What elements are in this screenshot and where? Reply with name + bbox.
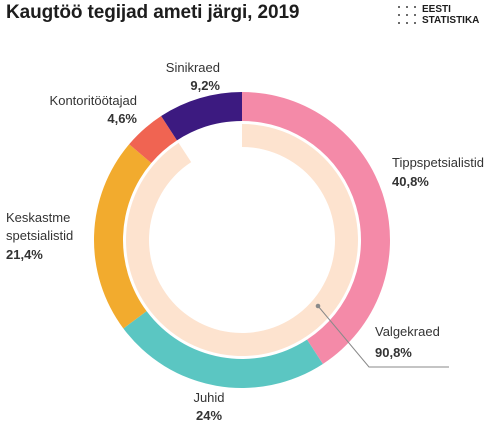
label-keskastme-line2: spetsialistid — [6, 228, 73, 243]
outer-ring — [93, 92, 391, 389]
outer-slice-kontoritootajad — [129, 116, 177, 164]
statistics-logo: EESTI STATISTIKA — [398, 4, 479, 26]
label-sinikraed: Sinikraed — [166, 60, 220, 75]
leader-line-valgekraed — [317, 305, 449, 368]
logo-line-2: STATISTIKA — [422, 15, 480, 26]
inner-slice-valgekraed — [125, 124, 358, 357]
label-keskastme-line1: Keskastme — [6, 210, 70, 225]
logo-dots-icon — [398, 6, 416, 24]
outer-slice-juhid — [123, 311, 323, 389]
label-valgekraed: Valgekraed — [375, 324, 440, 339]
leader-lines — [315, 303, 449, 368]
value-kontoritootajad: 4,6% — [107, 111, 137, 126]
label-kontoritootajad: Kontoritöötajad — [50, 93, 137, 108]
chart-title: Kaugtöö tegijad ameti järgi, 2019 — [6, 2, 300, 23]
logo-line-1: EESTI — [422, 4, 451, 15]
value-keskastme: 21,4% — [6, 247, 43, 262]
logo-text: EESTI STATISTIKA — [422, 4, 479, 26]
value-sinikraed: 9,2% — [190, 78, 220, 93]
label-juhid: Juhid — [193, 390, 224, 405]
label-tippspetsialistid: Tippspetsialistid — [392, 155, 484, 170]
outer-slice-sinikraed — [161, 92, 242, 141]
outer-slice-tippspetsialistid — [242, 92, 391, 364]
inner-ring — [125, 124, 358, 357]
value-valgekraed: 90,8% — [375, 345, 412, 360]
value-tippspetsialistid: 40,8% — [392, 174, 429, 189]
outer-slice-keskastme-spetsialistid — [93, 144, 152, 329]
value-juhid: 24% — [196, 408, 222, 423]
